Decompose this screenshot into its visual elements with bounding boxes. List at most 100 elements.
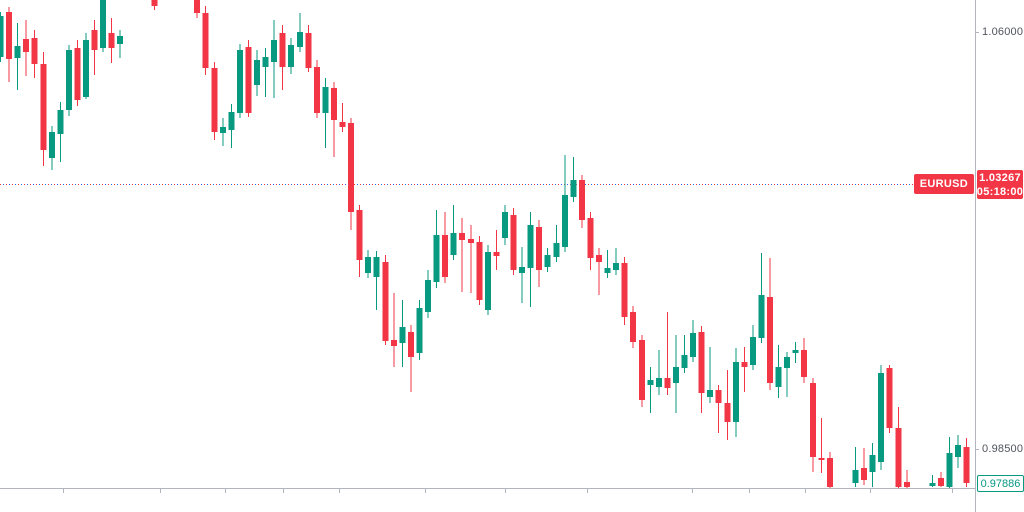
candle-body-up xyxy=(681,355,688,368)
time-tick xyxy=(749,489,750,493)
candle-body-down xyxy=(578,180,585,220)
candle-body-down xyxy=(715,390,722,403)
time-tick xyxy=(952,489,953,493)
candle-body-up xyxy=(527,225,534,268)
candle-body-up xyxy=(852,470,859,483)
price-axis[interactable] xyxy=(975,0,976,512)
candle-body-down xyxy=(313,67,320,113)
candle-body-down xyxy=(903,482,910,487)
candle-body-up xyxy=(553,243,560,257)
candle-body-down xyxy=(279,33,286,67)
candle-body-down xyxy=(861,468,868,480)
candle-body-up xyxy=(219,127,226,133)
price-axis-label-bottom: 0.98500 xyxy=(982,442,1024,455)
time-tick xyxy=(870,489,871,493)
candle-body-up xyxy=(322,87,329,113)
candle-body-up xyxy=(236,50,243,113)
candle-body-down xyxy=(23,39,30,52)
time-tick xyxy=(63,489,64,493)
candle-body-down xyxy=(895,428,902,487)
candle-body-down xyxy=(6,12,13,59)
time-tick xyxy=(225,489,226,493)
candle-body-up xyxy=(604,268,611,273)
candle-body-up xyxy=(373,257,380,277)
candle-body-down xyxy=(442,235,449,277)
candle-body-down xyxy=(536,227,543,270)
candle-body-up xyxy=(570,180,577,197)
candle-body-down xyxy=(459,233,466,240)
candle-body-up xyxy=(647,380,654,385)
time-tick xyxy=(805,489,806,493)
candle-body-up xyxy=(57,110,64,134)
candle-body-up xyxy=(946,453,953,487)
candlestick-plot xyxy=(0,0,970,488)
candle-body-down xyxy=(407,332,414,357)
candle-body-up xyxy=(561,195,568,247)
price-tick-top xyxy=(975,32,979,34)
candle-body-down xyxy=(886,368,893,428)
candle-body-down xyxy=(476,242,483,300)
candle-body-up xyxy=(48,132,55,158)
chart-plot-area[interactable] xyxy=(0,0,975,488)
candle-body-up xyxy=(296,32,303,47)
candle-body-up xyxy=(613,263,620,270)
candle-body-down xyxy=(938,478,944,486)
candle-body-down xyxy=(151,0,158,6)
candle-body-up xyxy=(955,445,962,457)
candle-body-down xyxy=(382,262,389,341)
candle-body-down xyxy=(31,38,38,64)
candle-body-up xyxy=(502,212,508,238)
candle-body-up xyxy=(544,255,551,267)
price-axis-label-top: 1.06000 xyxy=(982,26,1024,39)
candle-body-down xyxy=(467,239,474,243)
candle-body-up xyxy=(878,373,885,462)
candle-body-up xyxy=(416,308,423,353)
candle-body-down xyxy=(826,458,833,487)
last-price-badge: 0.97886 xyxy=(977,475,1024,492)
candle-body-up xyxy=(775,367,782,387)
candle-body-down xyxy=(40,64,47,150)
candle-body-up xyxy=(228,112,235,130)
candle-body-down xyxy=(305,33,312,68)
time-tick xyxy=(425,489,426,493)
candle-body-up xyxy=(929,483,936,486)
candle-body-down xyxy=(202,13,209,68)
candle-body-down xyxy=(74,48,81,100)
time-tick xyxy=(339,489,340,493)
candle-body-down xyxy=(91,30,98,50)
candle-body-down xyxy=(587,218,594,258)
candle-body-up xyxy=(519,267,526,273)
price-tick-bottom xyxy=(975,448,979,450)
candle-body-up xyxy=(365,257,372,273)
candle-body-up xyxy=(433,235,440,282)
candle-body-down xyxy=(390,340,397,346)
candle-body-down xyxy=(621,263,628,317)
candle-body-up xyxy=(673,367,679,383)
time-tick xyxy=(283,489,284,493)
time-tick xyxy=(160,489,161,493)
candle-body-up xyxy=(271,40,278,62)
candle-body-down xyxy=(741,362,748,367)
symbol-price-line xyxy=(0,184,975,185)
candle-body-up xyxy=(262,57,269,67)
time-axis[interactable] xyxy=(0,488,975,489)
price-line-value: 1.03267 xyxy=(979,171,1021,184)
candle-body-up xyxy=(484,252,491,310)
candle-body-up xyxy=(0,16,4,57)
candle-body-up xyxy=(14,46,21,58)
candle-body-down xyxy=(211,68,218,132)
time-tick xyxy=(505,489,506,493)
time-tick xyxy=(587,489,588,493)
bar-countdown: 05:18:00 xyxy=(976,185,1024,198)
candle-body-down xyxy=(630,312,637,342)
symbol-label-badge: EURUSD xyxy=(913,174,974,194)
candle-body-down xyxy=(767,297,773,383)
symbol-label-text: EURUSD xyxy=(919,178,968,190)
candle-body-up xyxy=(399,327,406,343)
candle-body-down xyxy=(356,210,363,260)
candle-body-up xyxy=(732,362,739,422)
candle-body-down xyxy=(510,215,517,270)
candle-body-down xyxy=(596,255,602,262)
candle-body-up xyxy=(288,45,295,67)
